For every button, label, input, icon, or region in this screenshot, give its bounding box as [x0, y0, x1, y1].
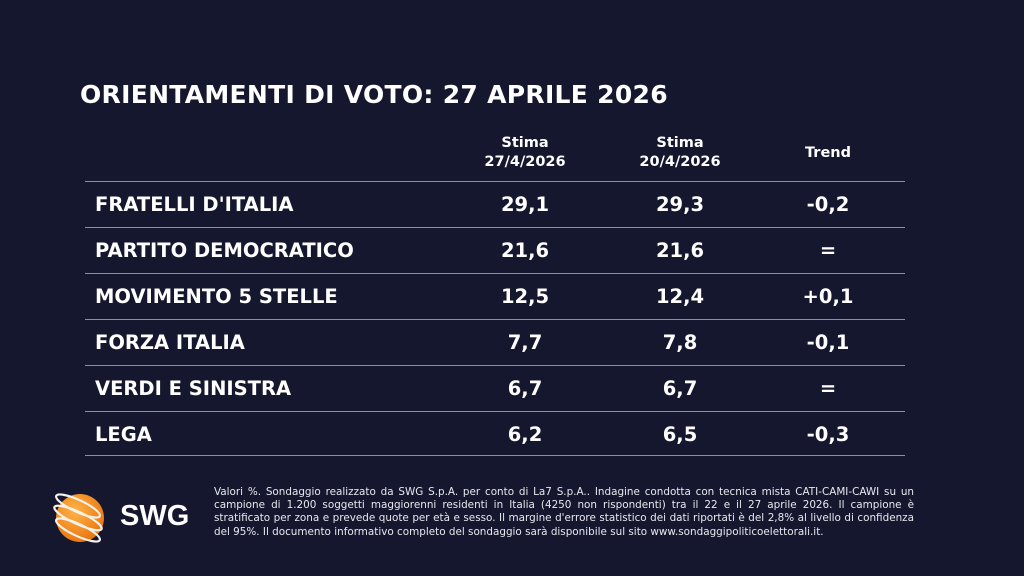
row-divider	[85, 365, 905, 366]
header-current-estimate: Stima 27/4/2026	[455, 134, 595, 172]
current-value: 6,2	[507, 423, 543, 446]
table-row: PARTITO DEMOCRATICO 21,6 21,6 =	[85, 227, 905, 273]
trend-value: -0,3	[806, 423, 850, 446]
current-value: 6,7	[507, 377, 543, 400]
previous-value: 6,5	[662, 423, 698, 446]
header-previous-estimate: Stima 20/4/2026	[610, 134, 750, 172]
trend-value: -0,1	[806, 331, 850, 354]
header-label: Stima	[656, 135, 704, 151]
current-value: 12,5	[500, 285, 550, 308]
table-row: MOVIMENTO 5 STELLE 12,5 12,4 +0,1	[85, 273, 905, 319]
party-name: VERDI E SINISTRA	[95, 377, 292, 400]
current-value: 21,6	[500, 239, 550, 262]
previous-value: 21,6	[655, 239, 705, 262]
page-title: ORIENTAMENTI DI VOTO: 27 APRILE 2026	[80, 80, 668, 109]
party-name: PARTITO DEMOCRATICO	[95, 239, 354, 262]
table-row: FORZA ITALIA 7,7 7,8 -0,1	[85, 319, 905, 365]
previous-value: 29,3	[655, 193, 705, 216]
methodology-note: Valori %. Sondaggio realizzato da SWG S.…	[214, 486, 914, 538]
previous-value: 7,8	[662, 331, 698, 354]
current-value: 7,7	[507, 331, 543, 354]
party-name: FORZA ITALIA	[95, 331, 245, 354]
trend-value: +0,1	[802, 285, 854, 308]
party-name: MOVIMENTO 5 STELLE	[95, 285, 338, 308]
trend-value: =	[819, 377, 837, 400]
header-label: Stima	[501, 135, 549, 151]
swg-logo: SWG	[44, 488, 189, 548]
trend-value: -0,2	[806, 193, 850, 216]
party-name: FRATELLI D'ITALIA	[95, 193, 294, 216]
globe-orbit-icon	[53, 493, 104, 543]
trend-value: =	[819, 239, 837, 262]
header-trend: Trend	[758, 144, 898, 163]
header-label: Trend	[805, 145, 851, 161]
row-divider	[85, 411, 905, 412]
row-divider	[85, 319, 905, 320]
row-divider	[85, 455, 905, 456]
table-row: FRATELLI D'ITALIA 29,1 29,3 -0,2	[85, 181, 905, 227]
party-name: LEGA	[95, 423, 152, 446]
header-date: 20/4/2026	[639, 154, 721, 170]
previous-value: 12,4	[655, 285, 705, 308]
row-divider	[85, 181, 905, 182]
header-date: 27/4/2026	[484, 154, 566, 170]
row-divider	[85, 227, 905, 228]
row-divider	[85, 273, 905, 274]
table-row: LEGA 6,2 6,5 -0,3	[85, 411, 905, 457]
logo-text: SWG	[120, 500, 190, 532]
previous-value: 6,7	[662, 377, 698, 400]
current-value: 29,1	[500, 193, 550, 216]
table-row: VERDI E SINISTRA 6,7 6,7 =	[85, 365, 905, 411]
